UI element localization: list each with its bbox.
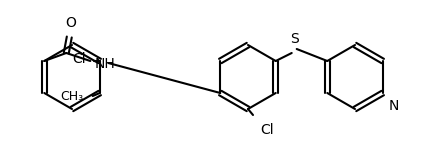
Text: S: S (290, 32, 299, 46)
Text: CH₃: CH₃ (61, 89, 84, 103)
Text: Cl: Cl (72, 52, 85, 66)
Text: Cl: Cl (260, 123, 273, 137)
Text: O: O (65, 16, 76, 30)
Text: NH: NH (94, 57, 115, 71)
Text: N: N (389, 99, 399, 113)
